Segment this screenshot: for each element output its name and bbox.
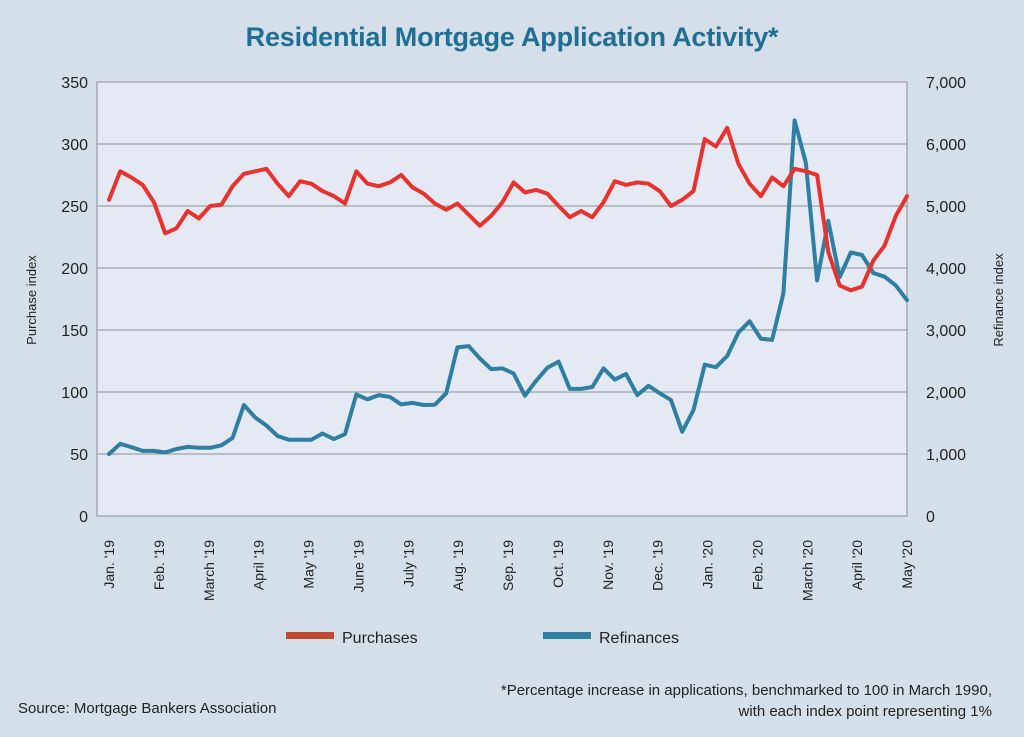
left-tick-label: 300 bbox=[61, 137, 88, 154]
x-tick-label: March '20 bbox=[799, 540, 815, 601]
footnote-line-2: with each index point representing 1% bbox=[738, 703, 993, 720]
legend: Purchases Refinances bbox=[286, 630, 679, 647]
footnote: *Percentage increase in applications, be… bbox=[292, 680, 992, 722]
right-tick-label: 2,000 bbox=[926, 385, 966, 402]
x-tick-label: Oct. '19 bbox=[550, 540, 566, 588]
x-axis-ticks: Jan. '19 Feb. '19 March '19 April '19 May '1… bbox=[101, 540, 915, 601]
x-tick-label: May '20 bbox=[899, 540, 915, 589]
right-tick-label: 0 bbox=[926, 509, 935, 526]
left-tick-label: 50 bbox=[70, 447, 88, 464]
legend-swatch-refinances bbox=[543, 632, 591, 639]
gridlines bbox=[97, 81, 907, 517]
left-axis-ticks: 0 50 100 150 200 250 300 350 bbox=[61, 75, 88, 526]
plot-area bbox=[96, 81, 908, 517]
x-tick-label: Sep. '19 bbox=[500, 540, 516, 591]
chart-title: Residential Mortgage Application Activit… bbox=[245, 22, 779, 52]
x-tick-label: March '19 bbox=[201, 540, 217, 601]
left-tick-label: 100 bbox=[61, 385, 88, 402]
series-lines bbox=[107, 118, 909, 456]
x-tick-label: Nov. '19 bbox=[600, 540, 616, 590]
x-tick-label: Aug. '19 bbox=[450, 540, 466, 591]
x-tick-label: Feb. '19 bbox=[151, 540, 167, 590]
x-tick-label: July '19 bbox=[400, 540, 416, 587]
right-tick-label: 7,000 bbox=[926, 75, 966, 92]
x-tick-label: Dec. '19 bbox=[650, 540, 666, 591]
right-axis-ticks: 0 1,000 2,000 3,000 4,000 5,000 6,000 7,000 bbox=[926, 75, 966, 526]
series-line-refinances bbox=[107, 118, 909, 456]
x-tick-label: Jan. '20 bbox=[700, 540, 716, 589]
x-tick-label: May '19 bbox=[301, 540, 317, 589]
source-note: Source: Mortgage Bankers Association bbox=[18, 700, 277, 717]
series-line-purchases bbox=[107, 125, 909, 293]
left-tick-label: 250 bbox=[61, 199, 88, 216]
left-tick-label: 0 bbox=[79, 509, 88, 526]
right-tick-label: 4,000 bbox=[926, 261, 966, 278]
left-tick-label: 150 bbox=[61, 323, 88, 340]
right-tick-label: 3,000 bbox=[926, 323, 966, 340]
left-tick-label: 200 bbox=[61, 261, 88, 278]
legend-swatch-purchases bbox=[286, 632, 334, 639]
right-tick-label: 5,000 bbox=[926, 199, 966, 216]
footnote-line-1: *Percentage increase in applications, be… bbox=[500, 682, 992, 699]
x-tick-label: April '20 bbox=[849, 540, 865, 590]
right-tick-label: 1,000 bbox=[926, 447, 966, 464]
x-tick-label: April '19 bbox=[251, 540, 267, 590]
x-tick-label: Jan. '19 bbox=[101, 540, 117, 589]
left-tick-label: 350 bbox=[61, 75, 88, 92]
legend-label-purchases: Purchases bbox=[342, 630, 418, 647]
right-axis-title: Refinance index bbox=[991, 253, 1006, 347]
legend-label-refinances: Refinances bbox=[599, 630, 679, 647]
x-tick-label: June '19 bbox=[350, 540, 366, 593]
x-tick-label: Feb. '20 bbox=[749, 540, 765, 590]
right-tick-label: 6,000 bbox=[926, 137, 966, 154]
left-axis-title: Purchase index bbox=[24, 255, 39, 345]
